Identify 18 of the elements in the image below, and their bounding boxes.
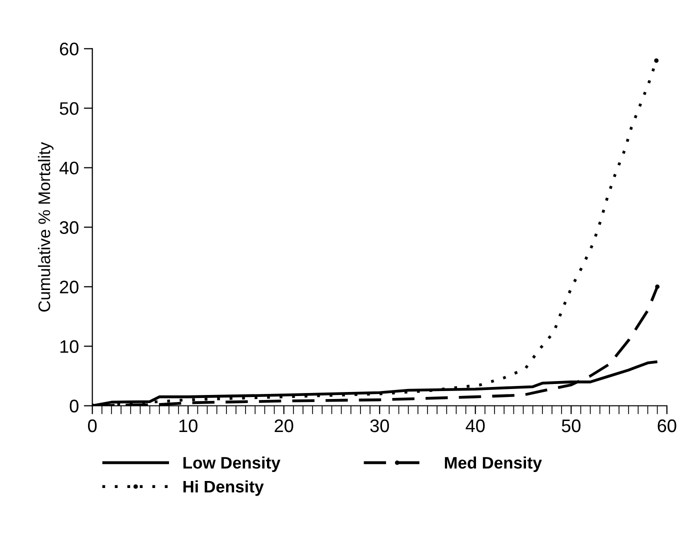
x-tick-label: 50 [562,419,580,432]
legend-label: Med Density [444,456,542,472]
y-axis-title: Cumulative % Mortality [38,142,54,312]
x-tick-label: 60 [658,419,676,432]
x-tick-label: 40 [466,419,485,432]
y-tick-label: 40 [59,162,78,174]
y-tick-label: 60 [60,42,78,56]
y-tick-label: 50 [60,102,78,115]
y-tick-label: 30 [60,221,78,234]
x-tick-label: 30 [370,419,389,432]
y-tick-label: 0 [70,400,78,412]
x-tick-label: 0 [88,419,97,432]
y-tick-label: 10 [60,340,78,353]
legend-label: Hi Density [183,480,264,496]
y-tick-label: 20 [60,280,78,294]
legend-label: Low Density [183,456,280,472]
x-tick-label: 20 [274,419,294,432]
x-tick-label: 10 [179,419,198,432]
